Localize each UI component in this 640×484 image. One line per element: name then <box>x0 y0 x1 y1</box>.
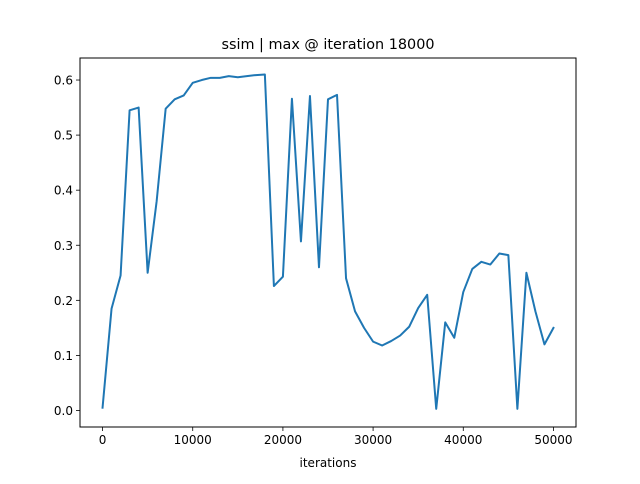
x-tick-label: 10000 <box>174 433 212 447</box>
chart-title: ssim | max @ iteration 18000 <box>221 37 434 53</box>
y-tick-label: 0.6 <box>54 74 73 88</box>
x-tick-label: 20000 <box>264 433 302 447</box>
plot-area-frame <box>79 57 577 428</box>
x-axis-ticks: 0 10000 20000 30000 40000 50000 <box>99 427 573 447</box>
y-tick-label: 0.1 <box>54 349 73 363</box>
x-tick-label: 0 <box>99 433 107 447</box>
y-tick-label: 0.4 <box>54 184 73 198</box>
y-tick-label: 0.0 <box>54 404 73 418</box>
y-axis-ticks: 0.0 0.1 0.2 0.3 0.4 0.5 0.6 <box>54 74 80 418</box>
y-tick-label: 0.3 <box>54 239 73 253</box>
x-axis-label: iterations <box>300 456 357 470</box>
ssim-series-line <box>101 73 555 410</box>
y-tick-label: 0.5 <box>54 129 73 143</box>
x-tick-label: 50000 <box>534 433 572 447</box>
x-tick-label: 30000 <box>354 433 392 447</box>
y-tick-label: 0.2 <box>54 294 73 308</box>
x-tick-label: 40000 <box>444 433 482 447</box>
